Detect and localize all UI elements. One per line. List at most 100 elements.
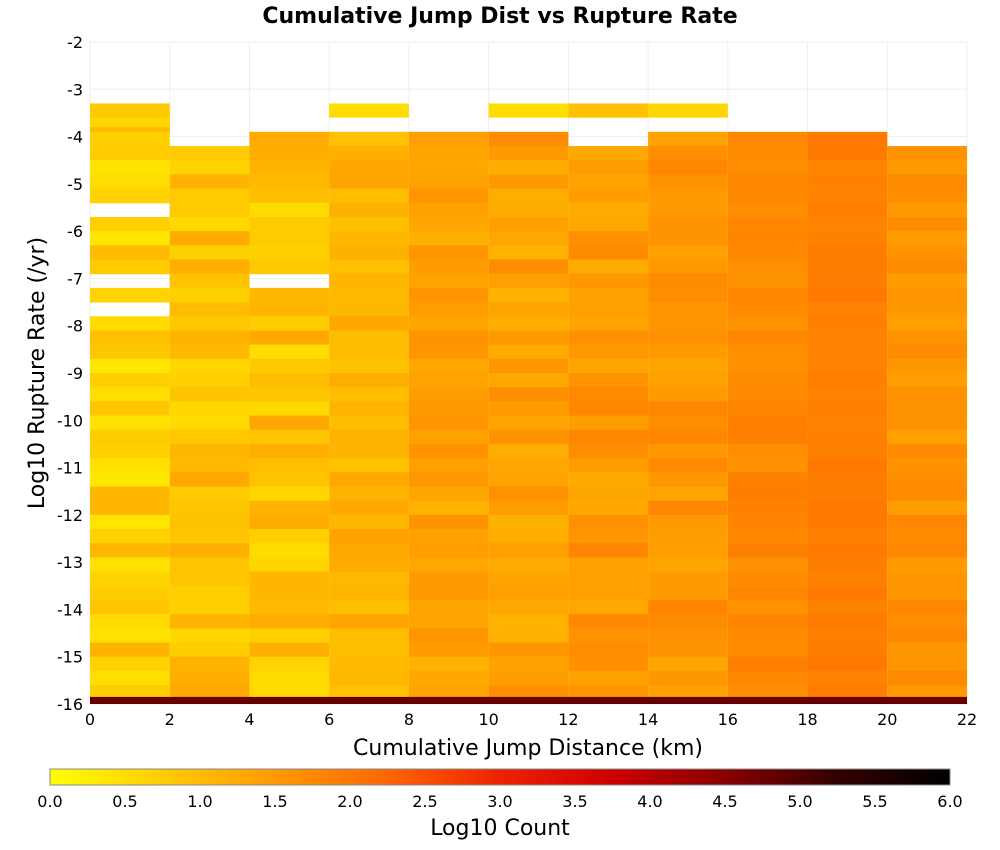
heat-cell xyxy=(488,302,569,317)
heat-cell xyxy=(648,287,728,303)
heat-cell xyxy=(568,344,649,360)
colorbar-tick-label: 2.5 xyxy=(412,792,437,811)
heat-cell xyxy=(807,131,888,147)
heat-cell xyxy=(169,401,250,417)
heat-cell xyxy=(249,670,330,686)
heat-cell xyxy=(408,628,489,644)
heat-cell xyxy=(568,486,649,502)
heat-cell xyxy=(169,628,250,644)
heat-cell xyxy=(488,500,569,516)
heat-cell xyxy=(727,146,808,161)
heat-cell xyxy=(648,188,728,204)
heat-cell xyxy=(90,628,170,644)
heat-cell xyxy=(329,373,409,388)
heat-cell xyxy=(90,472,170,487)
heat-cell xyxy=(90,415,170,431)
heat-cell xyxy=(648,443,728,459)
x-tick-label: 12 xyxy=(558,710,578,729)
heat-cell xyxy=(169,514,250,530)
heat-cell xyxy=(249,202,330,218)
heat-cell xyxy=(807,245,888,261)
heat-cell xyxy=(648,160,728,175)
heat-cell xyxy=(568,529,649,544)
heat-cell xyxy=(249,344,330,360)
heat-cell xyxy=(648,458,728,473)
heat-cell xyxy=(568,500,649,516)
x-axis-ticks: 0 2 4 6 8 10 12 14 16 18 20 22 xyxy=(85,710,977,729)
heat-cell xyxy=(648,571,728,587)
colorbar-tick-label: 3.5 xyxy=(562,792,587,811)
heat-cell xyxy=(249,174,330,190)
heat-cell xyxy=(169,529,250,544)
heat-cell xyxy=(887,302,967,317)
heat-cell xyxy=(727,685,808,698)
heat-cell xyxy=(488,614,569,629)
y-axis-ticks: -2 -3 -4 -5 -6 -7 -8 -9 -10 -11 -12 -13 -14 -15 -16 xyxy=(57,33,83,714)
heat-cell xyxy=(568,670,649,686)
heat-cell xyxy=(488,330,569,346)
heat-cell xyxy=(488,188,569,204)
heat-cell xyxy=(169,585,250,601)
heat-cell xyxy=(169,245,250,261)
heat-cell xyxy=(727,472,808,487)
heat-cell xyxy=(329,571,409,587)
heat-cell xyxy=(648,415,728,431)
heat-cell xyxy=(807,443,888,459)
heat-cell xyxy=(648,202,728,218)
y-tick-label: -16 xyxy=(57,695,83,714)
heat-cell xyxy=(807,429,888,445)
heat-cell xyxy=(887,500,967,516)
heat-cell xyxy=(329,245,409,261)
heat-cell xyxy=(807,401,888,417)
heat-cell xyxy=(90,543,170,558)
heat-cell xyxy=(887,543,967,558)
heat-cell xyxy=(408,458,489,473)
heat-cell xyxy=(90,443,170,459)
colorbar-tick-label: 4.0 xyxy=(637,792,662,811)
heat-cell xyxy=(408,316,489,331)
heat-cell xyxy=(90,216,170,232)
heat-cell xyxy=(568,401,649,417)
heat-cell xyxy=(408,202,489,218)
heat-cell xyxy=(727,415,808,431)
heat-cell xyxy=(648,146,728,161)
heat-cell xyxy=(408,160,489,175)
heat-cell xyxy=(807,500,888,516)
heat-cell xyxy=(887,585,967,601)
heat-cell xyxy=(568,231,649,246)
heat-cell xyxy=(887,529,967,544)
x-tick-label: 16 xyxy=(718,710,738,729)
heat-cell xyxy=(329,231,409,246)
heat-cell xyxy=(408,216,489,232)
heat-cell xyxy=(90,387,170,402)
heat-cell xyxy=(329,131,409,147)
heat-cell xyxy=(169,160,250,175)
heat-cell xyxy=(887,472,967,487)
heat-cell xyxy=(329,529,409,544)
heat-cell xyxy=(249,231,330,246)
colorbar-label: Log10 Count xyxy=(430,816,570,841)
heat-cell xyxy=(807,458,888,473)
heat-cell xyxy=(727,188,808,204)
heat-cell xyxy=(329,188,409,204)
heat-cell xyxy=(169,599,250,615)
heat-cell xyxy=(568,458,649,473)
heat-cell xyxy=(329,259,409,275)
heat-cell xyxy=(807,174,888,190)
heat-cell xyxy=(807,599,888,615)
heat-cell xyxy=(488,373,569,388)
heat-cell xyxy=(887,216,967,232)
heat-cell xyxy=(408,500,489,516)
heat-cell xyxy=(249,642,330,658)
heat-cell xyxy=(249,529,330,544)
heat-cell xyxy=(727,302,808,317)
heat-cell xyxy=(727,330,808,346)
heat-cell xyxy=(568,358,649,374)
heat-cell xyxy=(648,543,728,558)
heat-cell xyxy=(408,259,489,275)
heat-cell xyxy=(568,103,649,118)
heat-cell xyxy=(568,146,649,161)
heat-cell xyxy=(648,599,728,615)
heat-cell xyxy=(329,599,409,615)
heat-cell xyxy=(408,302,489,317)
